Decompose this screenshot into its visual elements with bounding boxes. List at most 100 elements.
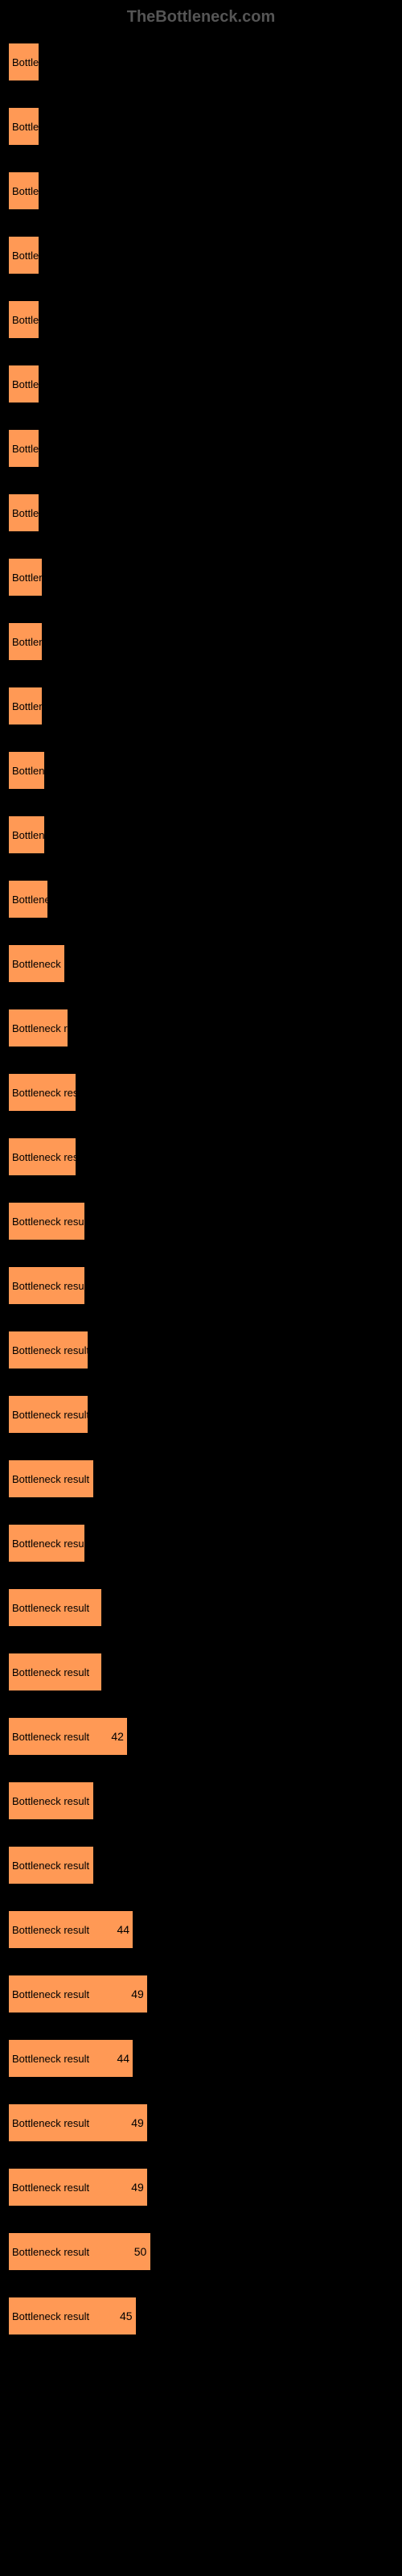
bar-label: Bottleneck <box>12 56 39 68</box>
bar-label: Bottleneck result <box>12 1860 89 1872</box>
bar-row: Bottleneck <box>8 43 394 81</box>
bar: Bottleneck <box>8 558 43 597</box>
bar-row: Bottleneck result <box>8 1524 394 1563</box>
bar: Bottleneck result <box>8 1846 94 1885</box>
bar: Bottleneck result <box>8 1137 76 1176</box>
bar-value: 44 <box>117 1923 129 1936</box>
bar: Bottleneck result <box>8 1202 85 1241</box>
bottleneck-bar-chart: Bottleneck Bottleneck Bottleneck Bottleneck… <box>0 43 402 2335</box>
bar-row: Bottleneck <box>8 622 394 661</box>
bar: Bottleneck result <box>8 1524 85 1563</box>
bar-row: Bottleneck result 44 <box>8 1910 394 1949</box>
bar-row: Bottleneck result <box>8 1009 394 1047</box>
bar-label: Bottleneck <box>12 185 39 197</box>
bar-row: Bottleneck result42 <box>8 1717 394 1756</box>
bar: Bottleneck result <box>8 944 65 983</box>
bar-label: Bottleneck result <box>12 2310 89 2322</box>
bar-row: Bottleneck <box>8 751 394 790</box>
bar-label: Bottleneck result <box>12 1924 89 1936</box>
bar-label: Bottleneck <box>12 700 42 712</box>
bar: Bottleneck result <box>8 1781 94 1820</box>
bar-label: Bottleneck result <box>12 1022 68 1034</box>
bar-row: Bottleneck result 49 <box>8 2103 394 2142</box>
bar: Bottleneck <box>8 43 39 81</box>
bar: Bottleneck result <box>8 1395 88 1434</box>
bar: Bottleneck result <box>8 1459 94 1498</box>
bar: Bottleneck result <box>8 1653 102 1691</box>
bar: Bottleneck result <box>8 1266 85 1305</box>
bar: Bottleneck <box>8 107 39 146</box>
bar-row: Bottleneck result <box>8 1331 394 1369</box>
bar: Bottleneck <box>8 687 43 725</box>
bar-label: Bottleneck result <box>12 2182 89 2194</box>
bar: Bottleneck <box>8 622 43 661</box>
bar-row: Bottleneck result45 <box>8 2297 394 2335</box>
bar-label: Bottleneck result <box>12 1602 89 1614</box>
bar: Bottleneck result49 <box>8 1975 148 2013</box>
site-header: TheBottleneck.com <box>0 8 402 27</box>
bar-label: Bottleneck <box>12 378 39 390</box>
bar-label: Bottleneck <box>12 121 39 133</box>
bar: Bottleneck result 49 <box>8 2103 148 2142</box>
bar-label: Bottleneck result <box>12 2246 89 2258</box>
bar-row: Bottleneck result <box>8 1588 394 1627</box>
bar-label: Bottleneck <box>12 894 47 906</box>
bar-row: Bottleneck <box>8 236 394 275</box>
bar-row: Bottleneck <box>8 815 394 854</box>
bar-label: Bottleneck result <box>12 1666 89 1678</box>
bar-value: 49 <box>131 2181 144 2194</box>
bar-row: Bottleneck result <box>8 1846 394 1885</box>
bar: Bottleneck result <box>8 1009 68 1047</box>
bar-label: Bottleneck result <box>12 1280 84 1292</box>
bar-label: Bottleneck result <box>12 958 64 970</box>
bar-value: 49 <box>131 2116 144 2129</box>
bar: Bottleneck result 44 <box>8 1910 133 1949</box>
bar-row: Bottleneck <box>8 365 394 403</box>
bar: Bottleneck <box>8 300 39 339</box>
bar: Bottleneck <box>8 236 39 275</box>
bar-label: Bottleneck result <box>12 1795 89 1807</box>
bar: Bottleneck <box>8 493 39 532</box>
bar-label: Bottleneck <box>12 572 42 584</box>
bar-label: Bottleneck <box>12 507 39 519</box>
bar: Bottleneck result 49 <box>8 2168 148 2207</box>
bar-label: Bottleneck result <box>12 1151 76 1163</box>
bar-row: Bottleneck <box>8 107 394 146</box>
bar: Bottleneck <box>8 751 45 790</box>
bar-row: Bottleneck result <box>8 1781 394 1820</box>
bar-label: Bottleneck result <box>12 1087 76 1099</box>
bar-label: Bottleneck result <box>12 2117 89 2129</box>
bar: Bottleneck <box>8 880 48 919</box>
bar-row: Bottleneck result <box>8 1137 394 1176</box>
bar: Bottleneck <box>8 365 39 403</box>
bar-row: Bottleneck <box>8 687 394 725</box>
bar-row: Bottleneck <box>8 300 394 339</box>
bar-row: Bottleneck result <box>8 1395 394 1434</box>
bar-row: Bottleneck <box>8 429 394 468</box>
bar-value: 50 <box>134 2245 147 2258</box>
bar-row: Bottleneck result <box>8 1266 394 1305</box>
bar-row: Bottleneck result <box>8 1653 394 1691</box>
bar-label: Bottleneck result <box>12 1473 89 1485</box>
bar-label: Bottleneck result <box>12 1216 84 1228</box>
bar: Bottleneck <box>8 171 39 210</box>
bar-row: Bottleneck <box>8 558 394 597</box>
bar-row: Bottleneck <box>8 493 394 532</box>
bar: Bottleneck result <box>8 1073 76 1112</box>
bar: Bottleneck result <box>8 1588 102 1627</box>
bar-row: Bottleneck result44 <box>8 2039 394 2078</box>
bar-label: Bottleneck result <box>12 1731 89 1743</box>
bar-row: Bottleneck result 50 <box>8 2232 394 2271</box>
bar: Bottleneck <box>8 815 45 854</box>
bar-row: Bottleneck result <box>8 944 394 983</box>
bar: Bottleneck <box>8 429 39 468</box>
bar-row: Bottleneck result <box>8 1073 394 1112</box>
bar-row: Bottleneck result <box>8 1202 394 1241</box>
bar-label: Bottleneck <box>12 829 44 841</box>
bar-label: Bottleneck <box>12 443 39 455</box>
bar-label: Bottleneck result <box>12 1538 84 1550</box>
bar: Bottleneck result45 <box>8 2297 137 2335</box>
bar: Bottleneck result44 <box>8 2039 133 2078</box>
bar-row: Bottleneck result 49 <box>8 2168 394 2207</box>
bar: Bottleneck result 50 <box>8 2232 151 2271</box>
